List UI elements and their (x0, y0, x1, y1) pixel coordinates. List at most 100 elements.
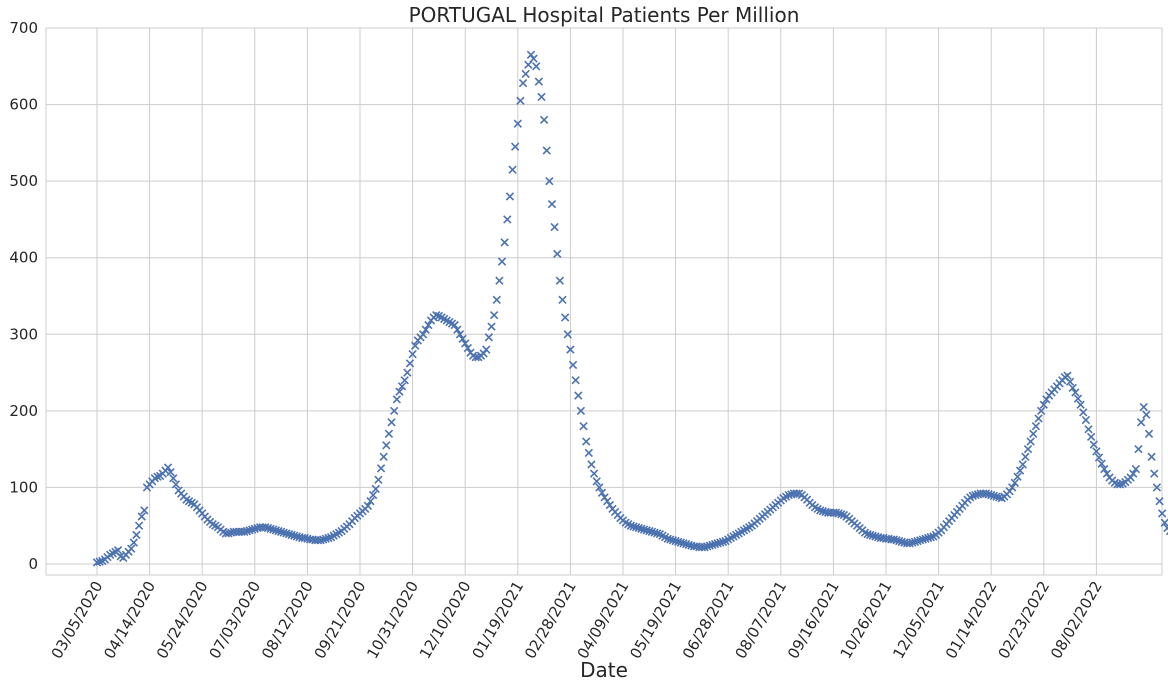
data-point (1155, 497, 1164, 506)
data-point (153, 472, 162, 481)
data-point (1065, 377, 1075, 386)
data-point (432, 310, 441, 320)
data-point (505, 192, 515, 201)
y-tick-label: 300 (9, 325, 38, 343)
data-point (1092, 447, 1101, 456)
data-point (653, 529, 662, 538)
data-point (368, 490, 378, 500)
data-point (492, 295, 501, 304)
data-point (1134, 444, 1143, 454)
data-point (539, 115, 549, 125)
data-point (1147, 452, 1156, 461)
data-point (558, 295, 567, 304)
data-point (390, 406, 399, 416)
data-point (532, 62, 541, 71)
data-point (376, 464, 386, 473)
data-point (382, 441, 391, 450)
data-point (1063, 371, 1072, 380)
data-point (137, 512, 146, 521)
data-point (600, 493, 609, 502)
data-point (463, 343, 472, 353)
data-point (1094, 453, 1104, 462)
data-point (503, 215, 512, 224)
data-point (453, 325, 462, 334)
data-point (516, 96, 525, 105)
data-point (1029, 429, 1038, 438)
data-point (1031, 422, 1041, 431)
data-point (537, 92, 546, 102)
data-point (550, 222, 559, 232)
data-point (574, 391, 583, 400)
data-point (597, 488, 607, 497)
data-point (479, 349, 488, 358)
data-point (1142, 410, 1151, 419)
data-point (489, 310, 499, 320)
data-point (127, 544, 136, 553)
data-point (363, 501, 373, 510)
plot-area (45, 27, 1163, 576)
data-point (371, 484, 380, 494)
data-point (1084, 425, 1093, 434)
data-point (926, 533, 935, 542)
data-point (450, 320, 459, 330)
data-point (1115, 480, 1125, 489)
data-point (542, 146, 551, 155)
data-point (455, 330, 465, 339)
data-point (1039, 400, 1048, 409)
data-point (571, 376, 580, 385)
data-point (1126, 473, 1135, 482)
data-point (169, 474, 178, 483)
data-point (534, 77, 544, 86)
data-point (513, 119, 522, 128)
data-point (495, 276, 504, 285)
y-axis-ticks: 0 100 200 300 400 500 600 700 (9, 19, 38, 573)
data-point (1097, 459, 1106, 468)
data-point (511, 142, 520, 151)
data-point (1150, 469, 1159, 478)
data-point (1139, 402, 1148, 412)
data-point (718, 537, 728, 546)
data-point (482, 345, 491, 354)
data-point (418, 330, 428, 339)
data-point (579, 422, 588, 431)
data-point (560, 313, 570, 322)
data-point (1018, 460, 1027, 469)
data-point (421, 325, 430, 334)
data-point (595, 483, 604, 492)
data-point (400, 376, 409, 385)
data-point (1015, 466, 1025, 475)
data-point (408, 350, 417, 359)
data-point (487, 322, 496, 331)
data-point (553, 249, 562, 259)
data-point (1079, 408, 1088, 417)
data-point (1131, 464, 1141, 474)
data-point (405, 359, 415, 368)
data-point (324, 533, 333, 543)
data-point (484, 333, 494, 342)
data-point (555, 276, 565, 285)
data-point (566, 345, 575, 354)
data-point (589, 469, 599, 478)
data-point (403, 368, 412, 377)
data-point (1102, 469, 1112, 478)
data-point (582, 437, 591, 446)
data-point (113, 546, 123, 555)
y-tick-label: 400 (9, 249, 38, 267)
data-point (1076, 400, 1085, 409)
data-point (163, 463, 173, 472)
data-point (134, 521, 144, 530)
data-point (1010, 478, 1020, 487)
data-point (603, 497, 612, 506)
scatter-series (92, 50, 1168, 567)
data-point (1100, 464, 1109, 474)
y-tick-label: 700 (9, 19, 38, 37)
data-point (366, 497, 375, 506)
data-point (458, 334, 467, 344)
y-tick-label: 100 (9, 478, 38, 496)
data-point (384, 429, 394, 438)
data-point (129, 538, 138, 547)
data-point (1042, 395, 1051, 404)
data-point (132, 530, 141, 540)
